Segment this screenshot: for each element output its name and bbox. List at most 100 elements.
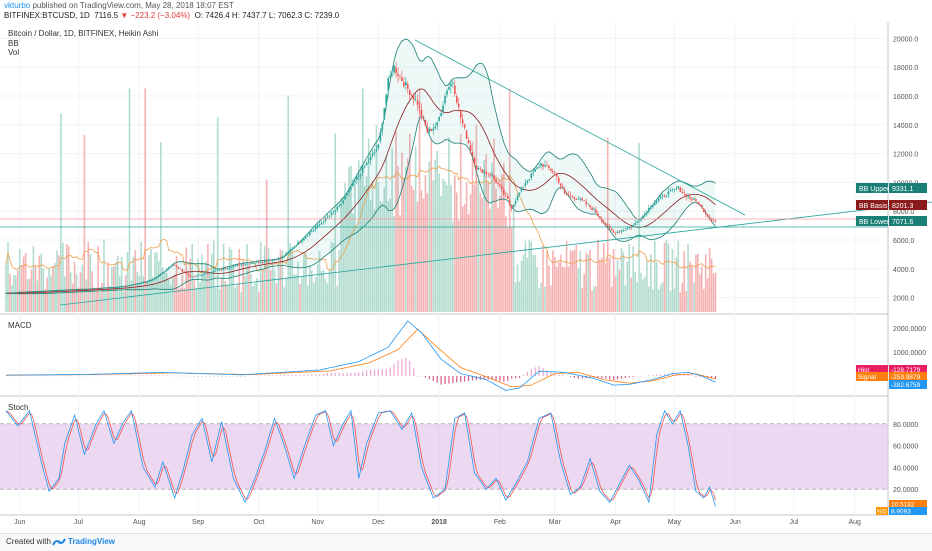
bb-badge-value-text: 8201.3 xyxy=(892,203,914,210)
volume-bar xyxy=(240,292,242,312)
volume-bar xyxy=(623,252,625,312)
macd-histogram-bar xyxy=(327,373,328,376)
candle-body xyxy=(213,271,215,272)
candle-body xyxy=(225,268,227,269)
volume-bar xyxy=(258,292,260,312)
candle-body xyxy=(505,194,507,195)
candle-body xyxy=(236,265,238,266)
bb-badge-name-text: BB Lower xyxy=(859,219,890,226)
candle-body xyxy=(385,95,387,105)
candle-body xyxy=(103,288,105,289)
candle-body xyxy=(587,204,589,205)
volume-bar xyxy=(576,245,578,312)
candle-body xyxy=(215,270,217,271)
candle-body xyxy=(264,261,266,262)
candle-body xyxy=(307,236,309,237)
symbol-label[interactable]: BITFINEX:BTCUSD, 1D xyxy=(4,11,90,20)
macd-histogram-bar xyxy=(574,376,575,378)
candle-body xyxy=(440,113,442,116)
macd-histogram-bar xyxy=(315,375,316,376)
candle-body xyxy=(62,290,64,291)
candle-body xyxy=(581,199,583,201)
volume-bar xyxy=(642,279,644,312)
candle-body xyxy=(603,222,605,223)
candle-body xyxy=(191,277,193,278)
volume-bar xyxy=(285,278,287,312)
bb-indicator-label[interactable]: BB xyxy=(8,39,19,48)
candle-body xyxy=(350,188,352,189)
volume-bar xyxy=(527,258,529,312)
volume-bar xyxy=(546,252,548,312)
candle-body xyxy=(107,288,109,289)
candle-body xyxy=(448,87,450,90)
candle-body xyxy=(82,289,84,290)
volume-bar xyxy=(595,286,597,312)
macd-histogram-bar xyxy=(292,375,293,376)
bb-badge-value-text: 7071.6 xyxy=(892,219,914,226)
candle-body xyxy=(413,96,415,99)
candle-body xyxy=(142,282,144,283)
chart-header: vkturbo published on TradingView.com, Ma… xyxy=(0,0,932,22)
volume-bar xyxy=(427,193,429,312)
macd-histogram-bar xyxy=(476,376,477,380)
price-tick-label: 2000.0 xyxy=(893,296,915,303)
volume-bar xyxy=(672,249,674,312)
author-link[interactable]: vkturbo xyxy=(4,1,30,10)
stoch-tick-label: 40.0000 xyxy=(893,465,918,472)
candle-body xyxy=(195,276,197,277)
candle-body xyxy=(88,290,90,291)
macd-histogram-bar xyxy=(378,369,379,376)
macd-histogram-bar xyxy=(605,376,606,379)
macd-histogram-bar xyxy=(390,367,391,376)
volume-bar xyxy=(429,161,431,312)
price-tick-label: 20000.0 xyxy=(893,36,918,43)
candle-body xyxy=(585,202,587,204)
volume-bar xyxy=(658,289,660,312)
candle-body xyxy=(481,169,483,173)
last-price: 7116.5 xyxy=(94,11,118,20)
volume-bar xyxy=(380,201,382,312)
candle-body xyxy=(40,291,42,292)
candle-body xyxy=(7,293,9,294)
candle-body xyxy=(72,290,74,291)
candle-body xyxy=(579,198,581,199)
volume-bar xyxy=(227,285,229,312)
volume-bar xyxy=(587,254,589,312)
candle-body xyxy=(331,212,333,214)
volume-bar xyxy=(452,222,454,312)
macd-tick-label: 1000.0000 xyxy=(893,350,926,357)
vol-indicator-label[interactable]: Vol xyxy=(8,48,19,57)
candle-body xyxy=(397,74,399,76)
candle-body xyxy=(432,129,434,131)
candle-body xyxy=(23,292,25,293)
tradingview-brand[interactable]: TradingView xyxy=(68,537,115,546)
volume-bar xyxy=(301,277,303,312)
macd-histogram-bar xyxy=(264,375,265,376)
volume-bar xyxy=(235,287,237,312)
volume-bar xyxy=(393,216,395,312)
macd-histogram-bar xyxy=(276,375,277,376)
candle-body xyxy=(48,291,50,292)
volume-bar xyxy=(674,289,676,312)
volume-bar xyxy=(536,267,538,312)
candle-body xyxy=(340,204,342,205)
time-tick-label: Oct xyxy=(253,519,264,526)
candle-body xyxy=(478,168,480,169)
candle-body xyxy=(685,194,687,197)
candle-body xyxy=(301,241,303,242)
candle-body xyxy=(664,196,666,197)
volume-bar xyxy=(293,274,295,312)
candle-body xyxy=(691,199,693,200)
candle-body xyxy=(511,205,513,208)
volume-bar xyxy=(544,287,546,312)
macd-histogram-bar xyxy=(715,376,716,379)
candle-body xyxy=(607,225,609,226)
candle-body xyxy=(33,292,35,293)
price-tick-label: 18000.0 xyxy=(893,65,918,72)
macd-histogram-bar xyxy=(464,376,465,382)
candle-body xyxy=(282,256,284,258)
time-tick-label: Jul xyxy=(74,519,83,526)
volume-bar xyxy=(444,181,446,312)
chart-area[interactable]: Bitcoin / Dollar, 1D, BITFINEX, Heikin A… xyxy=(0,22,932,533)
